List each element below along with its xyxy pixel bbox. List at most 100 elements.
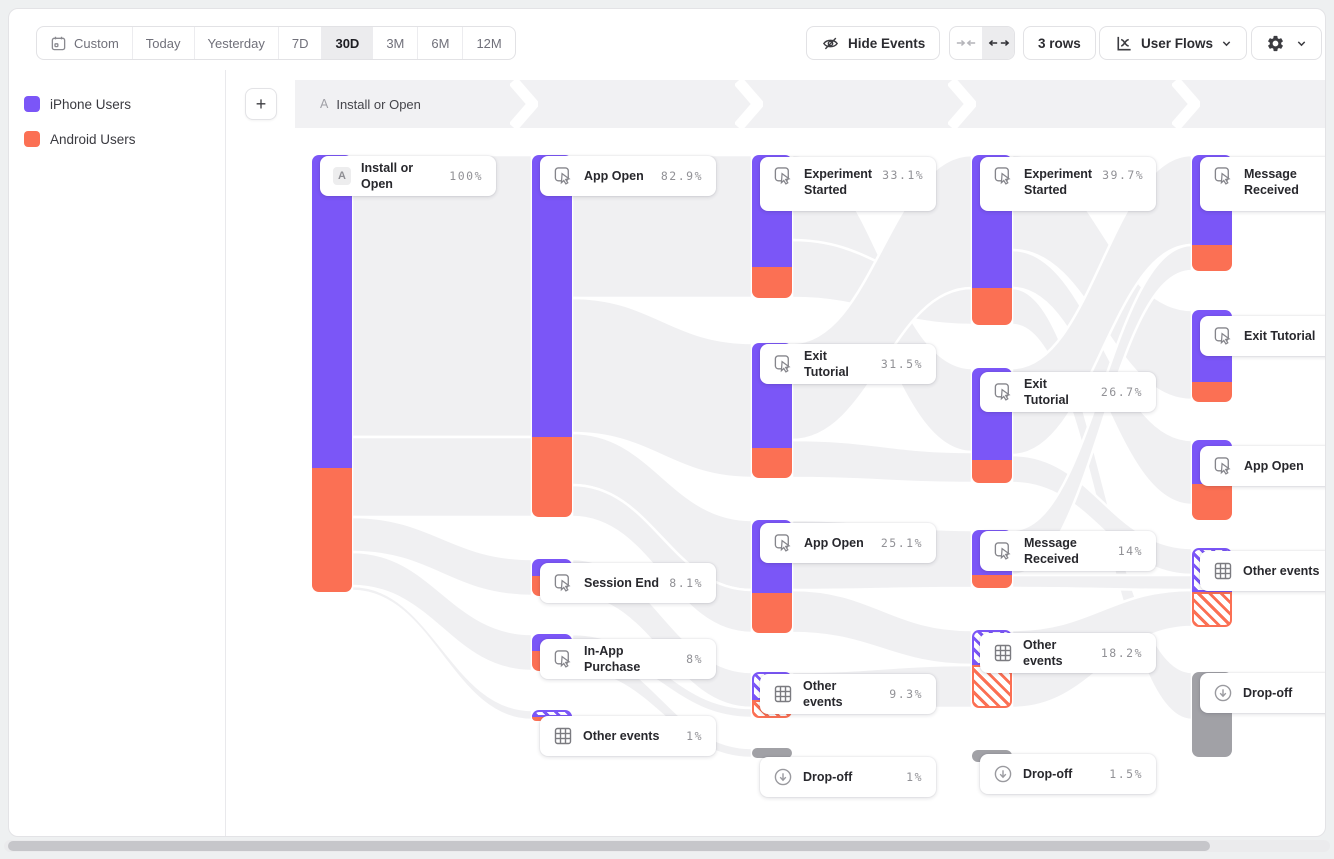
sankey-ribbon[interactable]	[350, 435, 534, 519]
node-label: Experiment Started	[804, 167, 873, 197]
node-card-drop-off[interactable]: Drop-off 1%	[760, 757, 936, 797]
bar-segment-orange[interactable]	[752, 593, 792, 633]
node-card-session-end[interactable]: Session End 8.1%	[540, 563, 716, 603]
node-card-other-events[interactable]: Other events 1%	[540, 716, 716, 756]
hide-events-button[interactable]: Hide Events	[806, 26, 941, 60]
sankey-ribbon[interactable]	[1010, 573, 1194, 592]
event-click-icon	[993, 382, 1014, 403]
node-percent: 82.9%	[660, 169, 703, 183]
bar-segment-purple[interactable]	[532, 155, 572, 437]
node-card-message-received[interactable]: Message Received	[1200, 157, 1325, 211]
bar-segment-purple[interactable]	[312, 155, 352, 468]
horizontal-scrollbar-track[interactable]	[4, 840, 1330, 852]
date-range-option-3m[interactable]: 3M	[372, 27, 417, 59]
node-card-other-events[interactable]: Other events 9.3%	[760, 674, 936, 714]
flow-start-step[interactable]: A Install or Open	[320, 80, 421, 128]
sankey-ribbon[interactable]	[350, 153, 534, 439]
node-card-experiment-started[interactable]: Experiment Started 39.7%	[980, 157, 1156, 211]
bar-segment-hatch-orange[interactable]	[1192, 592, 1232, 627]
sankey-ribbon[interactable]	[350, 550, 534, 673]
node-card-message-received[interactable]: Message Received 14%	[980, 531, 1156, 571]
chevron-down-icon	[1221, 38, 1232, 49]
node-card-drop-off[interactable]: Drop-off 1.5%	[980, 754, 1156, 794]
event-click-icon	[773, 354, 794, 375]
sankey-ribbon[interactable]	[570, 296, 754, 480]
legend-label: iPhone Users	[50, 96, 132, 112]
node-label: Session End	[584, 576, 660, 590]
sankey-ribbon[interactable]	[350, 515, 534, 598]
eye-off-icon	[821, 34, 840, 53]
node-percent: 1%	[906, 770, 923, 784]
arrows-inward-icon	[955, 36, 977, 50]
node-card-app-open[interactable]: App Open	[1200, 446, 1325, 486]
node-card-app-open[interactable]: App Open 25.1%	[760, 523, 936, 563]
date-range-option-6m[interactable]: 6M	[417, 27, 462, 59]
collapse-columns-button[interactable]	[950, 27, 982, 59]
event-click-icon	[553, 573, 574, 594]
date-range-option-30d[interactable]: 30D	[321, 27, 373, 59]
node-card-install-or-open[interactable]: A Install or Open 100%	[320, 156, 496, 196]
node-percent: 33.1%	[882, 168, 925, 182]
bar-segment-orange[interactable]	[532, 437, 572, 517]
arrows-outward-icon	[988, 36, 1010, 50]
flows-chart-icon	[1114, 34, 1133, 53]
date-range-option-label: Today	[145, 35, 181, 51]
node-label: Message Received	[1024, 536, 1079, 566]
bar-segment-orange[interactable]	[1192, 382, 1232, 402]
sankey-ribbon[interactable]	[350, 584, 534, 722]
rows-button[interactable]: 3 rows	[1023, 26, 1096, 60]
date-range-option-custom[interactable]: Custom	[37, 27, 132, 59]
bar-segment-orange[interactable]	[1192, 245, 1232, 271]
node-percent: 8.1%	[669, 576, 703, 590]
step-separator-chevron	[1170, 77, 1203, 133]
horizontal-scrollbar-thumb[interactable]	[8, 841, 1210, 851]
bar-segment-gray[interactable]	[752, 748, 792, 758]
date-range-option-today[interactable]: Today	[131, 27, 194, 59]
view-label: User Flows	[1141, 35, 1214, 51]
settings-button[interactable]	[1251, 26, 1322, 60]
node-card-experiment-started[interactable]: Experiment Started 33.1%	[760, 157, 936, 211]
bar-segment-orange[interactable]	[1192, 484, 1232, 520]
view-selector-button[interactable]: User Flows	[1099, 26, 1248, 60]
collapse-expand-toggle	[949, 26, 1015, 60]
legend-item[interactable]: iPhone Users	[24, 96, 131, 112]
node-card-in-app-purchase[interactable]: In-App Purchase 8%	[540, 639, 716, 679]
date-range-option-label: Custom	[74, 35, 119, 51]
node-label: Other events	[1243, 564, 1320, 578]
add-step-button[interactable]: +	[245, 88, 277, 120]
legend-item[interactable]: Android Users	[24, 131, 136, 147]
bar-segment-orange[interactable]	[752, 267, 792, 298]
node-label: Drop-off	[803, 770, 853, 784]
sankey-ribbon[interactable]	[790, 588, 974, 667]
node-card-exit-tutorial[interactable]: Exit Tutorial 31.5%	[760, 344, 936, 384]
date-range-option-label: 7D	[291, 35, 309, 51]
step-separator-chevron	[946, 77, 979, 133]
bar-segment-orange[interactable]	[752, 448, 792, 478]
node-label: Experiment Started	[1024, 167, 1093, 197]
node-card-app-open[interactable]: App Open 82.9%	[540, 156, 716, 196]
bar-segment-orange[interactable]	[972, 288, 1012, 325]
event-click-icon	[553, 649, 574, 670]
node-percent: 8%	[686, 652, 703, 666]
node-label: Install or Open	[361, 161, 414, 191]
other-events-icon	[1213, 561, 1233, 581]
node-card-drop-off[interactable]: Drop-off	[1200, 673, 1325, 713]
bar-segment-orange[interactable]	[312, 468, 352, 592]
date-range-option-12m[interactable]: 12M	[462, 27, 514, 59]
node-percent: 39.7%	[1102, 168, 1145, 182]
node-card-other-events[interactable]: Other events	[1200, 551, 1325, 591]
date-range-option-7d[interactable]: 7D	[277, 27, 322, 59]
node-card-exit-tutorial[interactable]: Exit Tutorial 26.7%	[980, 372, 1156, 412]
node-card-exit-tutorial[interactable]: Exit Tutorial	[1200, 316, 1325, 356]
date-range-option-yesterday[interactable]: Yesterday	[193, 27, 278, 59]
node-percent: 100%	[449, 169, 483, 183]
bar-segment-orange[interactable]	[972, 460, 1012, 483]
expand-columns-button[interactable]	[982, 27, 1014, 59]
bar-segment-orange[interactable]	[972, 575, 1012, 588]
node-percent: 26.7%	[1100, 385, 1143, 399]
date-range-segmented-control: Custom Today Yesterday 7D 30D 3M 6M 12M	[36, 26, 516, 60]
sankey-ribbon[interactable]	[790, 438, 974, 485]
node-card-other-events[interactable]: Other events 18.2%	[980, 633, 1156, 673]
date-range-option-label: Yesterday	[207, 35, 265, 51]
